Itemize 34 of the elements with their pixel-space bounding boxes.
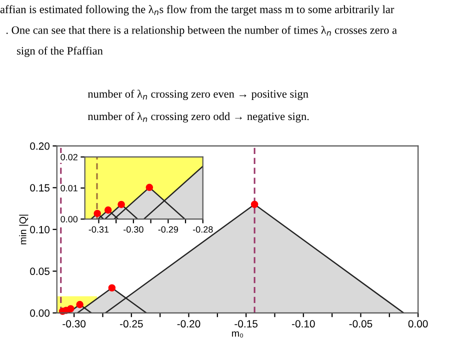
point [118, 200, 125, 208]
x-tick-label: -0.20 [177, 320, 200, 328]
point [146, 184, 154, 192]
text: . One can see that there is a relationship between the number of times λ$_{n}$ crosses zero a [6, 26, 397, 36]
point [76, 300, 84, 308]
point [250, 200, 258, 208]
y-tick-label: 0.00 [30, 309, 50, 317]
text: affian is estimated following the λ$_{n}$s flow from the target mass m to some arbitrarily lar [0, 5, 394, 16]
text: sign of the Pfaffian [17, 46, 103, 57]
x-tick-label: -0.31 [88, 226, 109, 233]
point [67, 305, 74, 312]
x-tick-label: -0.29 [158, 226, 178, 233]
x-tick-label: -0.30 [124, 226, 144, 233]
y-tick-label: 0.01 [60, 184, 78, 192]
x-tick-label: -0.15 [234, 320, 258, 328]
text: number of λ$_{n}$ crossing zero odd → negative sign. [88, 112, 309, 122]
point [104, 206, 112, 214]
x-tick-label: -0.05 [349, 320, 372, 328]
y-tick-label: 0.10 [30, 226, 50, 234]
y-tick-label: 0.05 [30, 268, 50, 276]
x-tick-label: 0.00 [408, 320, 428, 328]
y-tick-label: 0.20 [30, 142, 50, 150]
x-axis-title: m₀ [232, 331, 244, 338]
y-tick-label: 0.00 [60, 216, 78, 222]
point [94, 210, 101, 218]
x-tick-label: -0.10 [292, 320, 315, 328]
x-tick-label: -0.30 [62, 320, 86, 328]
point [108, 284, 116, 292]
text: number of λ$_{n}$ crossing zero even → positive sign [88, 90, 308, 100]
x-tick-label: -0.25 [120, 320, 143, 328]
y-tick-label: 0.15 [30, 184, 50, 192]
y-tick-label: 0.02 [60, 154, 78, 160]
x-tick-label: -0.28 [192, 226, 213, 233]
y-axis-title: min |Q| [19, 214, 28, 244]
